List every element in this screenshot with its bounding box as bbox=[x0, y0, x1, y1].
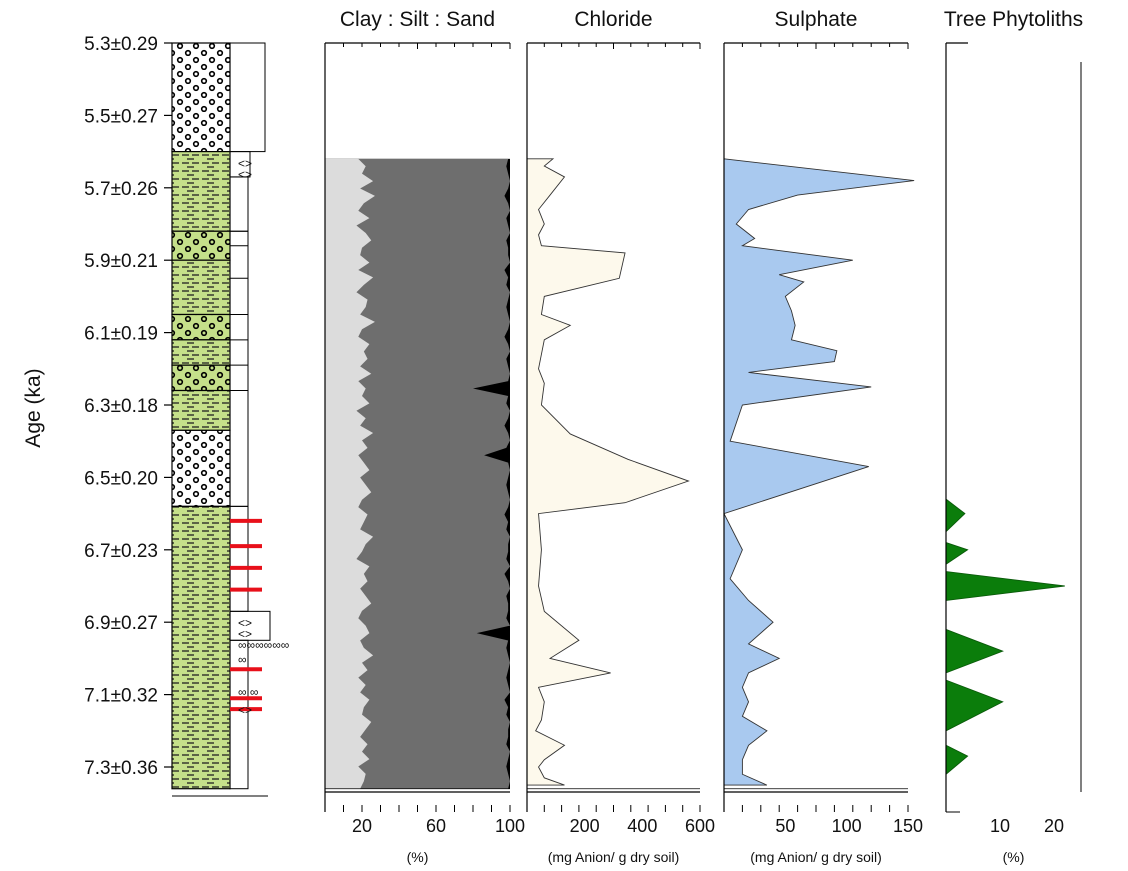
x-tick-label: 20 bbox=[352, 816, 372, 836]
x-tick-label: 10 bbox=[990, 816, 1010, 836]
x-tick-label: 600 bbox=[685, 816, 715, 836]
x-axis-label: (mg Anion/ g dry soil) bbox=[548, 849, 680, 865]
tree-phytoliths-panel: Tree Phytoliths 10 20 (%) bbox=[944, 8, 1083, 865]
x-axis-label: (%) bbox=[1003, 849, 1025, 865]
age-tick-label: 6.1±0.19 bbox=[84, 324, 158, 345]
panel-title: Tree Phytoliths bbox=[944, 8, 1083, 31]
lithology-symbol: <> bbox=[238, 156, 252, 170]
panel-title: Sulphate bbox=[775, 8, 858, 31]
lithology-column: <><><><>∞∞∞∞∞∞∞∞ ∞<> bbox=[171, 42, 289, 797]
panel-title: Clay : Silt : Sand bbox=[340, 8, 495, 31]
x-axis-label: (mg Anion/ g dry soil) bbox=[750, 849, 882, 865]
age-tick-label: 6.5±0.20 bbox=[84, 468, 158, 489]
series-area bbox=[723, 158, 915, 786]
series-area bbox=[526, 158, 690, 786]
x-tick-label: 150 bbox=[893, 816, 923, 836]
lithology-symbol: <> bbox=[238, 616, 252, 630]
x-tick-label: 50 bbox=[775, 816, 795, 836]
lithology-unit bbox=[171, 313, 231, 341]
age-tick-label: 7.3±0.36 bbox=[84, 758, 158, 779]
lithology-grain-outline bbox=[229, 42, 266, 153]
lithology-symbol: <> bbox=[238, 167, 252, 181]
age-tick-label: 6.7±0.23 bbox=[84, 541, 158, 562]
age-tick-label: 5.7±0.26 bbox=[84, 179, 158, 200]
lithology-unit bbox=[171, 505, 231, 790]
age-tick-label: 6.9±0.27 bbox=[84, 613, 158, 634]
lithology-symbol: <> bbox=[238, 627, 252, 641]
age-tick-label: 5.3±0.29 bbox=[84, 34, 158, 55]
lithology-grain-outline bbox=[229, 176, 249, 232]
lithology-grain-outline bbox=[229, 610, 271, 641]
panel-title: Chloride bbox=[574, 8, 652, 31]
lithology-symbol: ∞∞∞∞∞∞ bbox=[238, 638, 289, 652]
x-tick-label: 20 bbox=[1044, 816, 1064, 836]
lithology-unit bbox=[171, 339, 231, 366]
sulphate-panel: Sulphate 50 100 150 (mg Anion/ g dry soil) bbox=[723, 8, 923, 865]
x-axis-label: (%) bbox=[407, 849, 429, 865]
lithology-unit bbox=[171, 230, 231, 261]
age-tick-label: 5.5±0.27 bbox=[84, 106, 158, 127]
x-tick-label: 100 bbox=[495, 816, 525, 836]
silt-area bbox=[325, 158, 510, 789]
x-tick-label: 60 bbox=[426, 816, 446, 836]
lithology-unit bbox=[171, 429, 231, 507]
lithology-unit bbox=[171, 389, 231, 431]
series-area bbox=[945, 498, 1065, 776]
age-tick-label: 5.9±0.21 bbox=[84, 251, 158, 272]
lithology-symbol: ∞ ∞ bbox=[238, 685, 258, 699]
age-tick-labels: 5.3±0.29 5.5±0.27 5.7±0.26 5.9±0.21 6.1±0.19… bbox=[84, 34, 172, 779]
clay-area bbox=[325, 158, 375, 789]
lithology-unit bbox=[171, 151, 231, 232]
age-tick-label: 7.1±0.32 bbox=[84, 686, 158, 707]
lithology-unit bbox=[171, 42, 231, 153]
x-tick-label: 400 bbox=[627, 816, 657, 836]
x-tick-label: 100 bbox=[832, 816, 862, 836]
clay-silt-sand-panel: Clay : Silt : Sand 20 60 100 (%) bbox=[324, 8, 525, 865]
age-tick-label: 6.3±0.18 bbox=[84, 396, 158, 417]
lithology-symbol: ∞ bbox=[238, 652, 247, 666]
lithology-symbol: <> bbox=[238, 703, 252, 717]
chloride-panel: Chloride 200 400 600 (mg Anion/ g dry soil) bbox=[526, 8, 715, 865]
lithology-grain-outline bbox=[229, 639, 249, 790]
lithology-unit bbox=[171, 259, 231, 316]
y-axis-label: Age (ka) bbox=[22, 368, 45, 447]
lithology-grain-outline bbox=[229, 230, 249, 507]
x-tick-label: 200 bbox=[570, 816, 600, 836]
lithology-unit bbox=[171, 364, 231, 392]
